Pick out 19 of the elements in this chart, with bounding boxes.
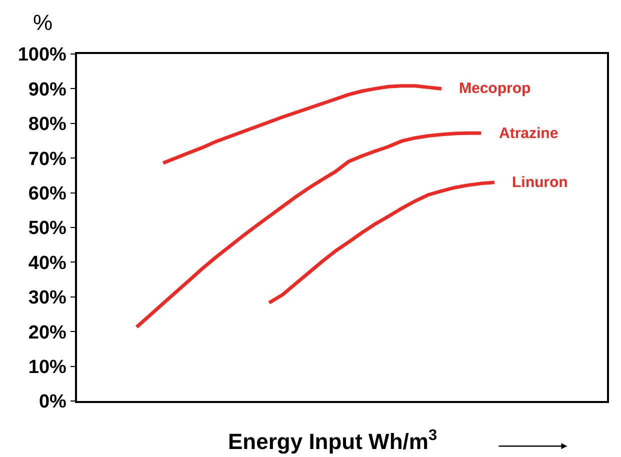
y-tick-label: 70% bbox=[28, 148, 67, 170]
series-label: Atrazine bbox=[499, 125, 558, 142]
series-label: Linuron bbox=[512, 174, 568, 191]
line-series bbox=[267, 180, 496, 305]
x-axis-title: Energy Input Wh/m$^{3}$ bbox=[228, 427, 438, 454]
y-tick-label: 50% bbox=[28, 218, 67, 240]
y-tick-label: 100% bbox=[18, 44, 67, 66]
y-tick-label: 30% bbox=[28, 288, 67, 309]
line-series bbox=[134, 131, 483, 329]
y-tick-label: 10% bbox=[28, 356, 67, 378]
y-tick-label: 90% bbox=[28, 79, 67, 100]
line-series bbox=[161, 84, 444, 165]
y-tick-label: 40% bbox=[28, 252, 67, 274]
y-tick-label: 80% bbox=[28, 114, 67, 136]
y-tick-label: 0% bbox=[38, 392, 67, 413]
y-tick-label: 60% bbox=[28, 183, 67, 204]
y-tick-label: 20% bbox=[28, 322, 67, 344]
y-axis-title: % bbox=[33, 10, 53, 35]
series-label: Mecoprop bbox=[459, 80, 531, 97]
